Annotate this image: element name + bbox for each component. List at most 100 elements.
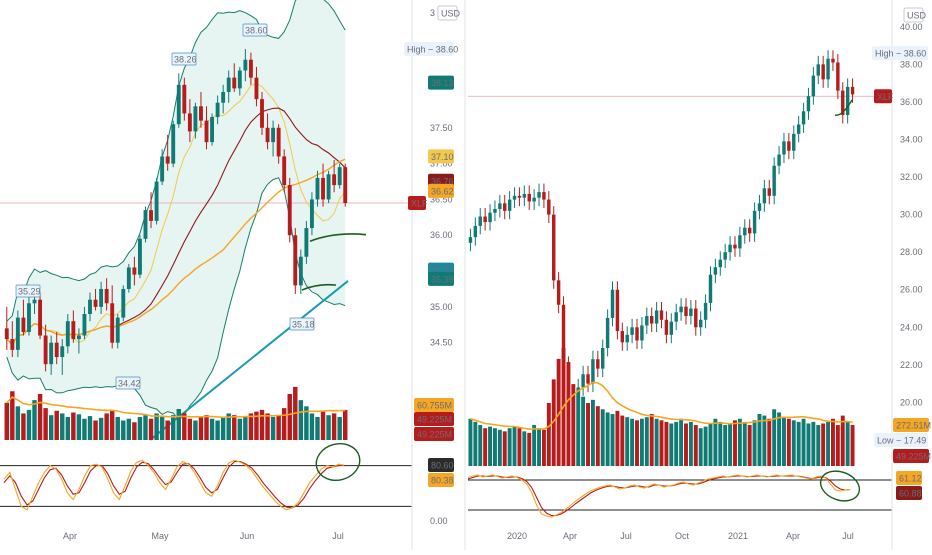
left-stoch-zero-label: 0.00: [430, 516, 448, 526]
candle-body: [304, 228, 309, 257]
volume-bar: [176, 409, 181, 440]
volume-bar: [826, 421, 831, 466]
candle-body: [199, 106, 203, 121]
left-high-tag-bg: [404, 41, 454, 56]
volume-bar: [772, 409, 777, 466]
volume-bar: [237, 418, 243, 440]
volume-bar: [512, 426, 517, 466]
candle-body: [126, 267, 131, 289]
right-currency-label-text: USD: [907, 11, 927, 21]
right-stoch-k-tag-bg: [896, 471, 922, 485]
volume-bar: [791, 420, 796, 466]
candle-body: [132, 267, 137, 275]
right-volume-ma-line: [470, 381, 853, 430]
candle-body: [507, 199, 512, 211]
candle-body: [806, 96, 811, 112]
left-ma2-tag-bg: [428, 183, 454, 198]
volume-bar: [137, 416, 143, 440]
volume-bar: [728, 423, 733, 466]
volume-bar: [98, 417, 104, 440]
volume-bar: [635, 420, 639, 466]
candle-body: [610, 289, 615, 318]
candle-body: [309, 199, 314, 229]
candle-body: [801, 111, 806, 125]
volume-bar: [537, 428, 541, 466]
volume-bar: [821, 423, 826, 466]
price-annotation: 34.42: [115, 376, 141, 390]
volume-bar: [488, 426, 493, 466]
candle-body: [547, 199, 551, 215]
right-candles: [468, 50, 855, 430]
annotation-curve-upper: [309, 233, 367, 242]
price-annotation: 35.29: [15, 284, 41, 298]
volume-bar: [659, 420, 664, 466]
candle-body: [738, 235, 742, 249]
candle-body: [596, 359, 600, 369]
right-y-tick: 20.00: [900, 397, 923, 407]
candle-body: [777, 154, 781, 166]
candle-body: [708, 274, 713, 303]
volume-bar: [48, 415, 54, 440]
left-y-tick: 37.00: [430, 159, 453, 169]
volume-bar: [182, 413, 187, 440]
candle-body: [713, 267, 718, 275]
volume-bar: [777, 412, 782, 466]
volume-bar: [298, 400, 304, 440]
volume-bar: [850, 425, 855, 466]
volume-bar: [21, 413, 26, 440]
volume-bar: [551, 379, 556, 466]
left-band-low-tag-text: 35.52: [431, 265, 454, 275]
candle-body: [226, 77, 231, 92]
candle-body: [703, 302, 708, 320]
price-annotation: 35.18: [289, 317, 315, 331]
left-y-tick: 36.50: [430, 194, 453, 204]
right-high-tag: High − 38.60: [872, 46, 928, 61]
volume-bar: [507, 428, 512, 466]
candle-body: [149, 210, 153, 221]
left-trend-tag: 35.39: [428, 271, 454, 286]
volume-bar: [154, 413, 159, 440]
left-volume-tag-2: 49.225M: [414, 427, 454, 441]
left-last-tag: 38.13: [428, 75, 454, 90]
candle-body: [265, 127, 270, 143]
price-annotation: 38.26: [171, 52, 197, 66]
right-y-tick: 38.00: [900, 59, 923, 69]
candle-body: [76, 335, 81, 340]
volume-bar: [104, 413, 109, 440]
candle-body: [32, 299, 37, 304]
candle-body: [271, 127, 276, 143]
volume-bar: [703, 426, 708, 466]
volume-bar: [796, 421, 801, 466]
left-y-tick: 37.50: [430, 123, 453, 133]
volume-bar: [276, 415, 281, 440]
right-volume-tag-text: 49.225M: [896, 452, 931, 462]
candle-body: [586, 374, 590, 384]
candle-body: [787, 141, 791, 151]
volume-bar: [15, 406, 21, 440]
bollinger-upper-line: [6, 0, 346, 322]
left-volume-tag-1: 49.225M: [414, 412, 454, 426]
left-symbol-tag-text: XLF: [411, 199, 428, 209]
candle-body: [605, 317, 610, 348]
candle-body: [193, 106, 198, 132]
volume-bar: [649, 414, 654, 466]
right-x-tick: 2021: [728, 531, 748, 541]
right-x-tick: Jul: [842, 531, 854, 541]
left-volume-ma-tag-text: 60.755M: [417, 401, 452, 411]
volume-bar: [654, 418, 659, 466]
left-volume-ma-tag: 60.755M: [414, 398, 454, 412]
candle-body: [591, 359, 595, 384]
volume-bar: [571, 384, 576, 466]
candle-body: [165, 156, 170, 164]
volume-bar: [639, 418, 644, 466]
left-last-tag-bg: [428, 75, 454, 90]
candle-body: [757, 203, 762, 211]
volume-bar: [54, 410, 59, 440]
candle-body: [15, 317, 20, 350]
candle-body: [782, 141, 786, 155]
price-annotation-bg: [115, 376, 141, 390]
volume-bar: [688, 421, 693, 466]
candle-body: [664, 319, 669, 335]
